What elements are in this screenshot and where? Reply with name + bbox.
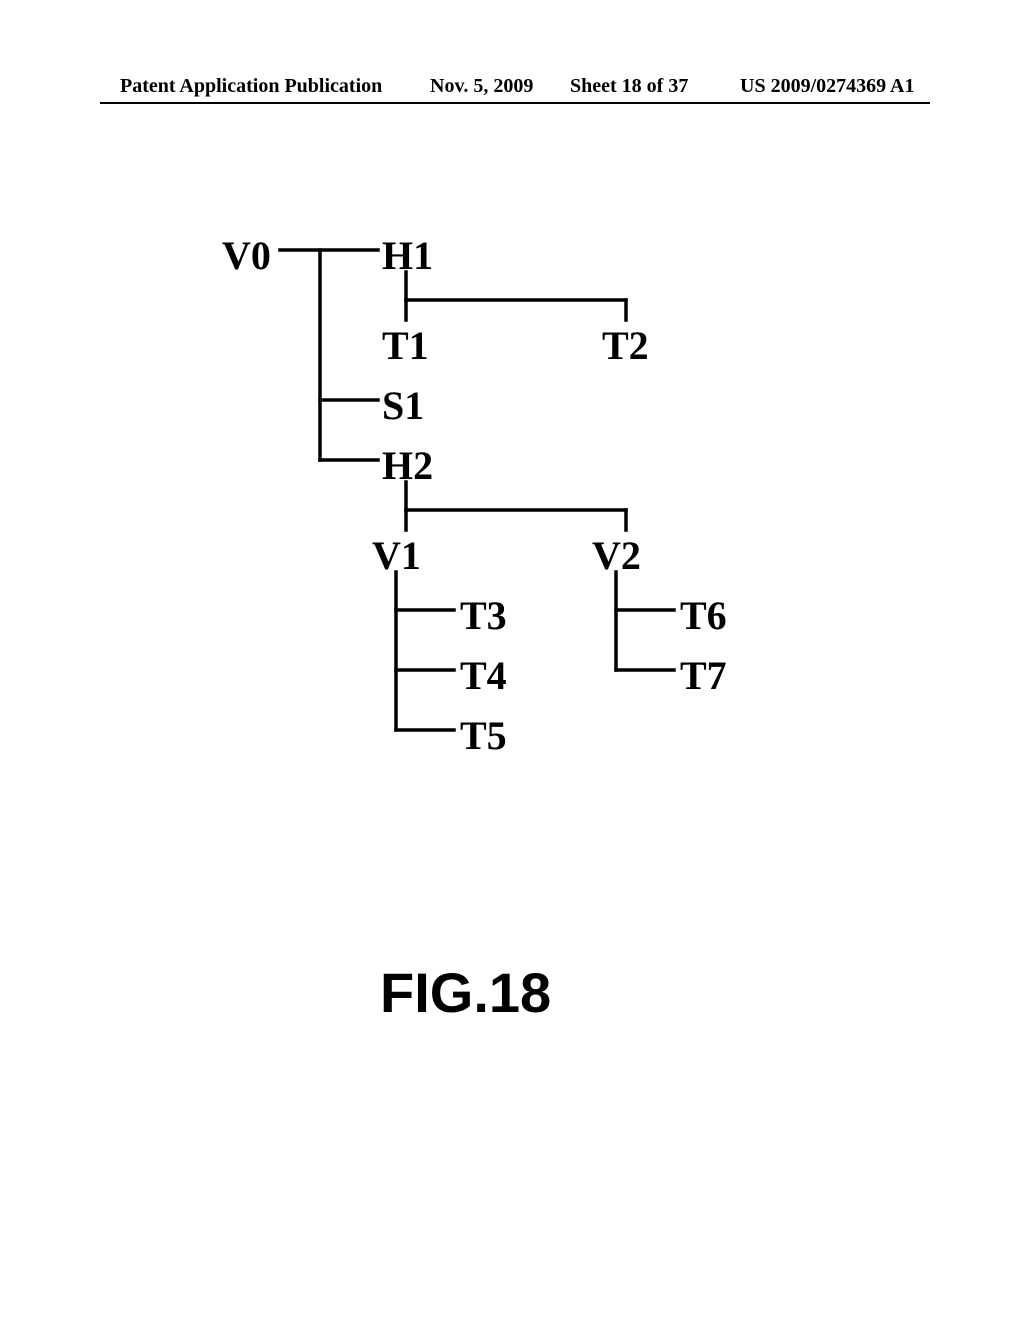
tree-node-H2: H2: [382, 442, 433, 489]
tree-node-S1: S1: [382, 382, 424, 429]
tree-node-T6: T6: [680, 592, 727, 639]
figure-label: FIG.18: [380, 960, 551, 1025]
tree-node-T7: T7: [680, 652, 727, 699]
tree-node-V2: V2: [592, 532, 641, 579]
tree-node-V1: V1: [372, 532, 421, 579]
header-sheet: Sheet 18 of 37: [570, 75, 688, 98]
tree-node-V0: V0: [222, 232, 271, 279]
header-rule: [100, 102, 930, 104]
header-publication: Patent Application Publication: [120, 75, 382, 98]
tree-node-T2: T2: [602, 322, 649, 369]
tree-node-T5: T5: [460, 712, 507, 759]
header-pubnum: US 2009/0274369 A1: [740, 75, 914, 98]
tree-node-T3: T3: [460, 592, 507, 639]
header-date: Nov. 5, 2009: [430, 75, 533, 98]
tree-node-H1: H1: [382, 232, 433, 279]
tree-node-T4: T4: [460, 652, 507, 699]
tree-node-T1: T1: [382, 322, 429, 369]
